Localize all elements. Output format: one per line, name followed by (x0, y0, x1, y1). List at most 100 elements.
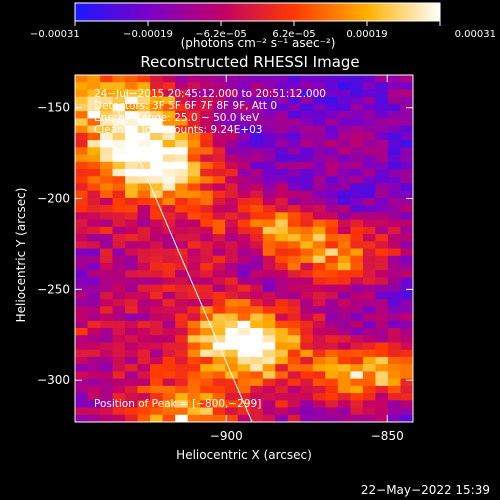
heatmap-cell (175, 371, 189, 380)
heatmap-cell (325, 414, 339, 422)
heatmap-cell (387, 270, 402, 279)
heatmap-cell (175, 320, 189, 329)
heatmap-cell (387, 125, 402, 134)
heatmap-cell (187, 393, 201, 401)
heatmap-cell (325, 277, 339, 286)
heatmap-cell (312, 320, 326, 329)
heatmap-cell (212, 241, 226, 250)
heatmap-cell (162, 342, 176, 351)
heatmap-cell (400, 161, 413, 170)
heatmap-cell (200, 270, 214, 279)
heatmap-cell (275, 414, 289, 422)
heatmap-cell (137, 176, 151, 185)
heatmap-cell (100, 277, 114, 286)
heatmap-cell (387, 299, 402, 307)
heatmap-cell (87, 89, 101, 98)
heatmap-cell (387, 356, 402, 365)
heatmap-cell (175, 190, 189, 199)
heatmap-cell (375, 291, 389, 300)
heatmap-cell (262, 103, 276, 112)
heatmap-cell (212, 190, 226, 199)
heatmap-cell (162, 306, 176, 315)
heatmap-cell (225, 226, 239, 235)
heatmap-cell (325, 103, 339, 112)
heatmap-cell (150, 219, 164, 228)
heatmap-cell (162, 313, 176, 322)
heatmap-cell (300, 241, 314, 250)
heatmap-cell (187, 212, 201, 221)
heatmap-cell (287, 284, 301, 293)
heatmap-cell (325, 255, 339, 264)
heatmap-cell (375, 248, 389, 257)
heatmap-cell (87, 378, 101, 387)
heatmap-cell (300, 205, 314, 213)
heatmap-cell (100, 320, 114, 329)
heatmap-cell (250, 212, 264, 221)
heatmap-cell (225, 335, 239, 344)
heatmap-cell (75, 125, 89, 134)
heatmap-cell (337, 320, 352, 329)
heatmap-cell (162, 378, 176, 387)
heatmap-cell (262, 291, 276, 300)
heatmap-cell (387, 168, 402, 177)
heatmap-cell (187, 111, 201, 119)
heatmap-cell (262, 262, 276, 271)
heatmap-cell (300, 313, 314, 322)
heatmap-cell (187, 89, 201, 98)
heatmap-cell (350, 241, 364, 250)
heatmap-cell (87, 241, 101, 250)
heatmap-cell (200, 306, 214, 315)
heatmap-cell (212, 197, 226, 206)
heatmap-cell (375, 241, 389, 250)
heatmap-cell (287, 277, 301, 286)
heatmap-cell (362, 161, 377, 170)
heatmap-cell (225, 125, 239, 134)
heatmap-cell (275, 75, 289, 83)
heatmap-cell (100, 132, 114, 141)
heatmap-cell (162, 385, 176, 394)
heatmap-cell (87, 132, 101, 141)
heatmap-cell (187, 277, 201, 286)
heatmap-cell (275, 96, 289, 105)
heatmap-cell (287, 168, 301, 177)
heatmap-cell (125, 234, 139, 242)
heatmap-cell (325, 407, 339, 416)
heatmap-cell (300, 154, 314, 163)
heatmap-cell (112, 205, 126, 213)
heatmap-cell (275, 371, 289, 380)
heatmap-cell (175, 154, 189, 163)
heatmap-cell (100, 176, 114, 185)
heatmap-cell (150, 306, 164, 315)
heatmap-cell (375, 277, 389, 286)
heatmap-cell (112, 313, 126, 322)
heatmap-cell (150, 132, 164, 141)
colorbar-tick-label: −6.2e−05 (195, 29, 247, 40)
heatmap-cell (75, 132, 89, 141)
heatmap-cell (362, 284, 377, 293)
heatmap-cell (375, 356, 389, 365)
heatmap-cell (225, 168, 239, 177)
heatmap-cell (375, 140, 389, 148)
heatmap-cell (275, 356, 289, 365)
heatmap-cell (287, 103, 301, 112)
heatmap-cell (150, 118, 164, 127)
heatmap-cell (400, 132, 413, 141)
heatmap-cell (200, 75, 214, 83)
heatmap-cell (287, 190, 301, 199)
heatmap-cell (262, 248, 276, 257)
heatmap-cell (350, 154, 364, 163)
heatmap-cell (337, 176, 352, 185)
heatmap-cell (212, 140, 226, 148)
heatmap-cell (175, 161, 189, 170)
heatmap-cell (187, 132, 201, 141)
heatmap-cell (137, 306, 151, 315)
heatmap-cell (200, 147, 214, 156)
y-tick-label: −150 (37, 101, 70, 115)
heatmap-cell (87, 197, 101, 206)
heatmap-cell (362, 89, 377, 98)
heatmap-cell (75, 234, 89, 242)
heatmap-cell (275, 140, 289, 148)
heatmap-cell (112, 82, 126, 91)
heatmap-cell (225, 212, 239, 221)
